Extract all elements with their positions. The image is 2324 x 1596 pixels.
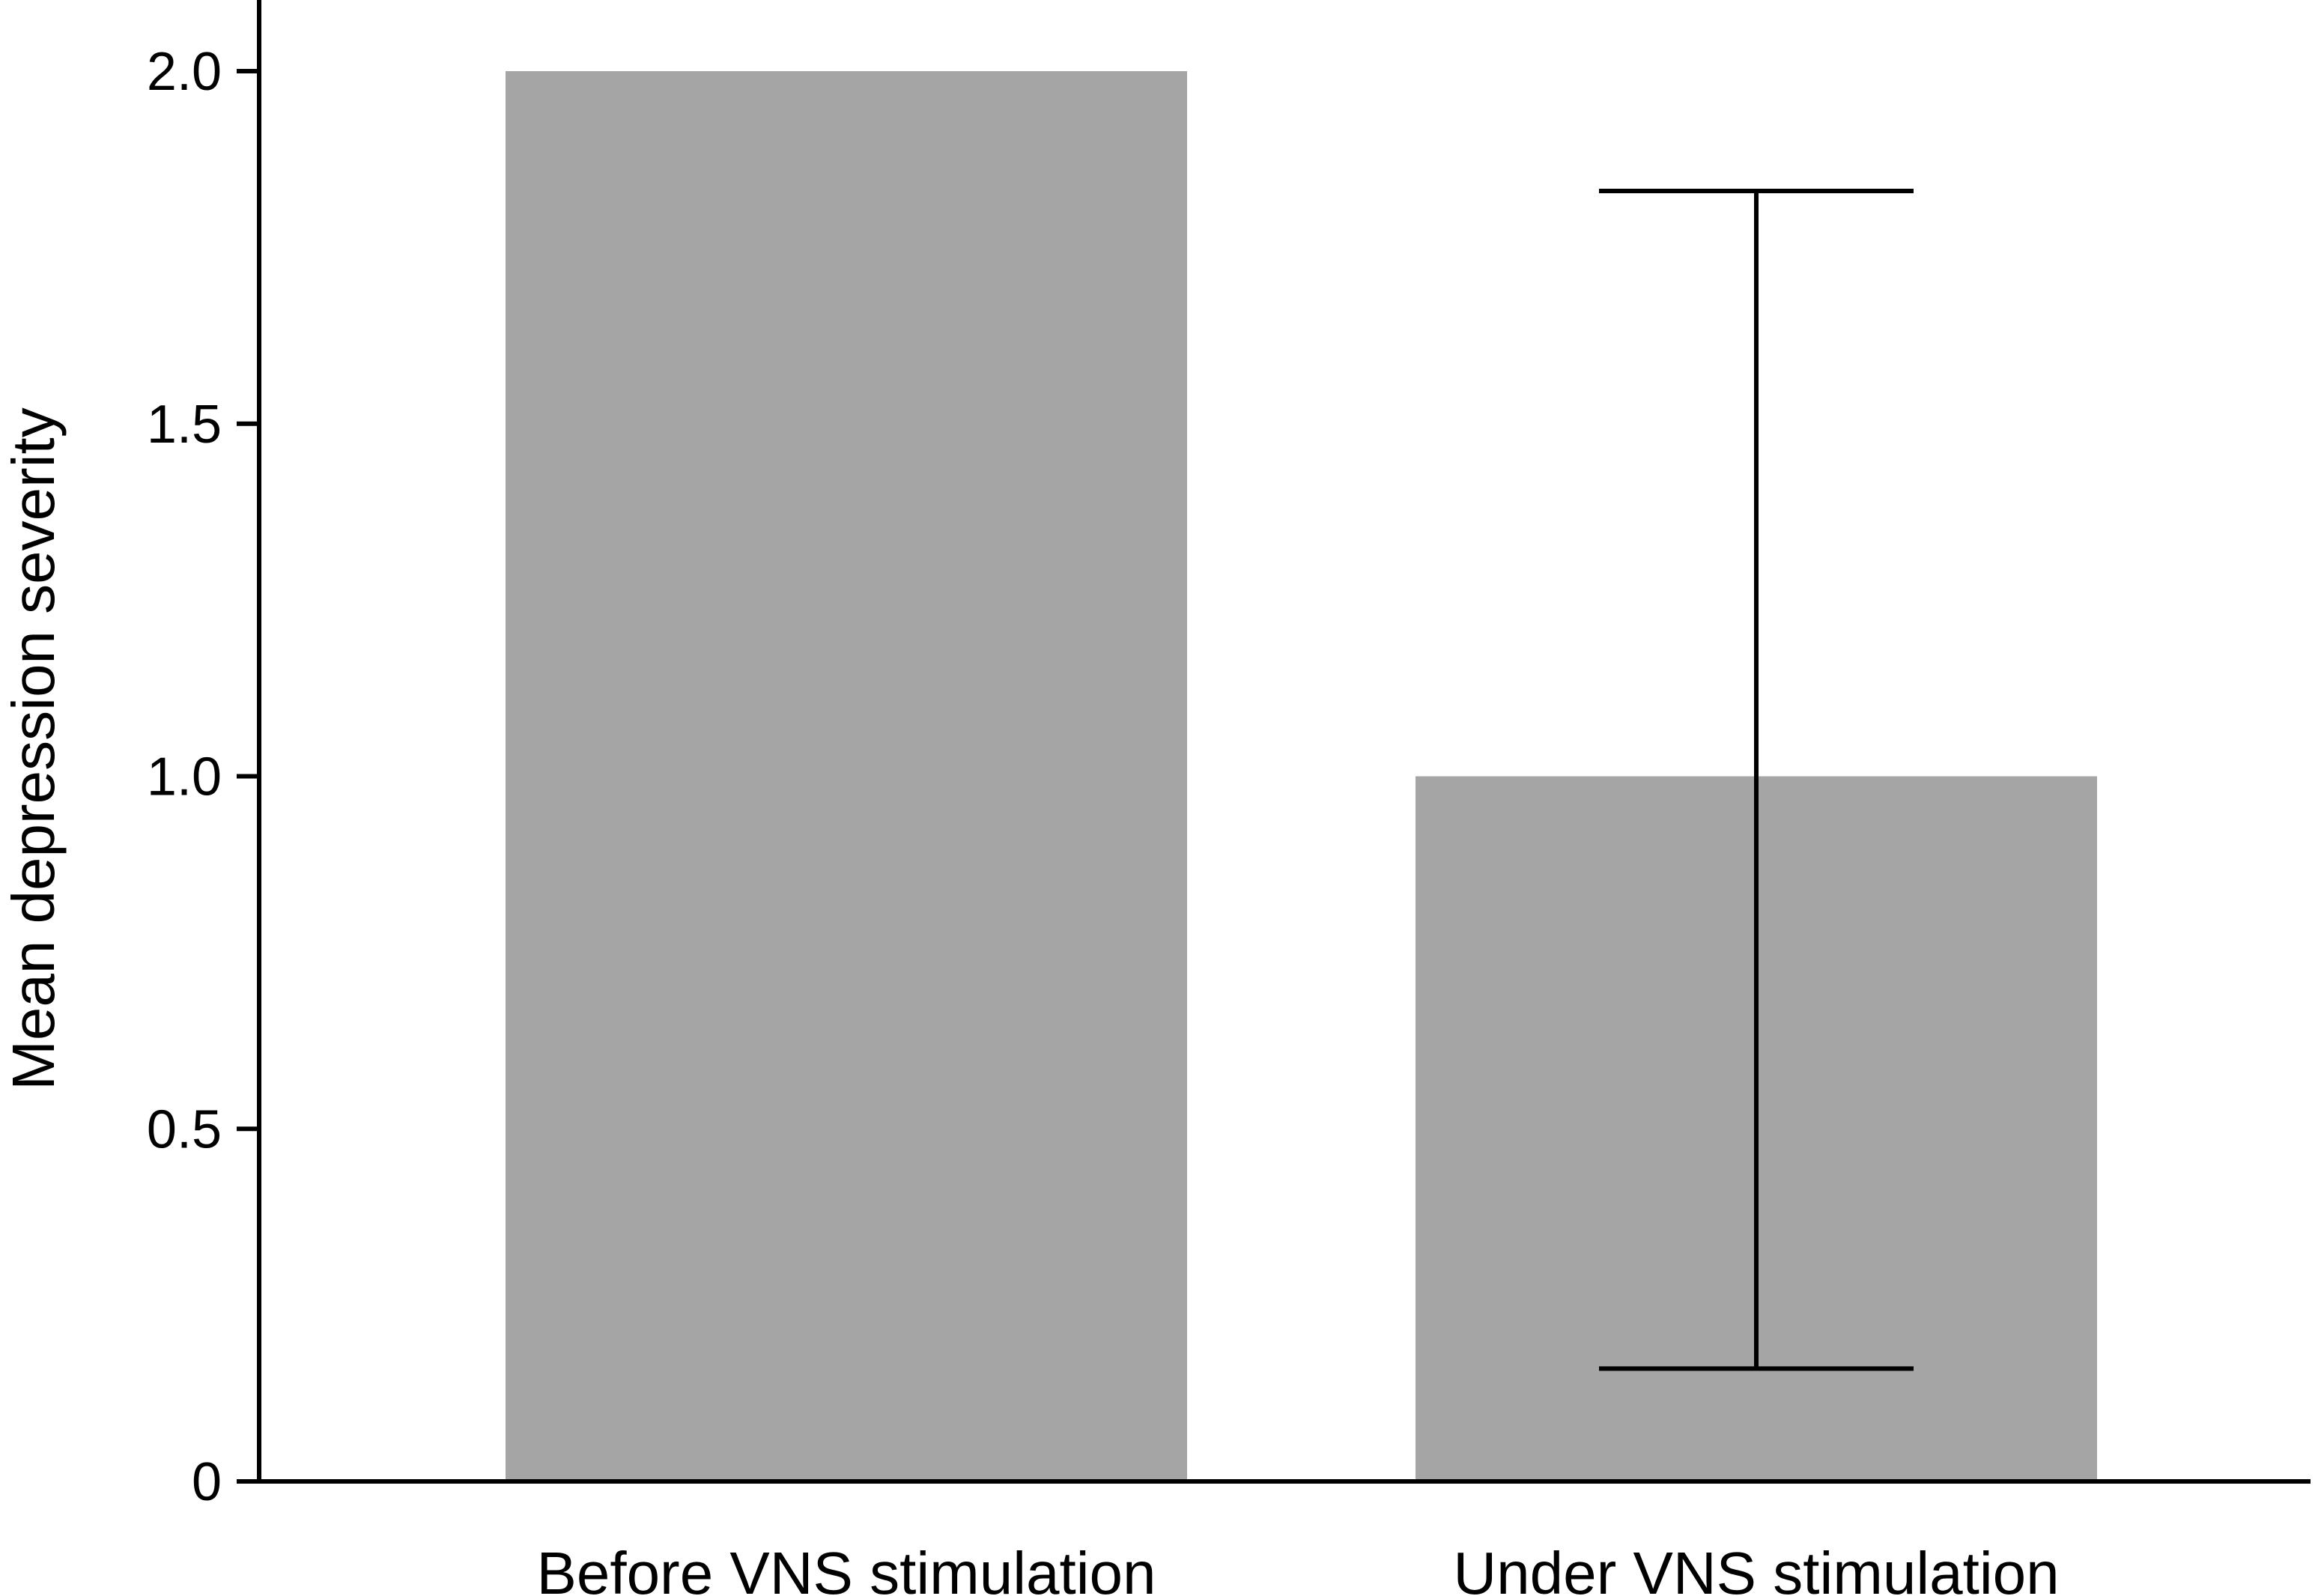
axes-group xyxy=(257,0,2311,1484)
y-axis-title: Mean depression severity xyxy=(0,407,67,1090)
y-tick-label: 0.5 xyxy=(147,1099,222,1159)
y-tick-label: 1.0 xyxy=(147,747,222,807)
y-tick-label: 1.5 xyxy=(147,395,222,455)
y-ticks-group: 0 0.5 1.0 1.5 2.0 xyxy=(147,42,259,1512)
y-tick-label: 0 xyxy=(192,1452,222,1512)
y-tick-label: 2.0 xyxy=(147,42,222,102)
x-category-label: Under VNS stimulation xyxy=(1453,1540,2059,1596)
x-category-label: Before VNS stimulation xyxy=(536,1540,1156,1596)
bars-group xyxy=(506,71,2097,1479)
bar xyxy=(506,71,1187,1479)
x-labels-group: Before VNS stimulation Under VNS stimulat… xyxy=(536,1540,2059,1596)
error-bars-group xyxy=(1599,189,1914,1371)
